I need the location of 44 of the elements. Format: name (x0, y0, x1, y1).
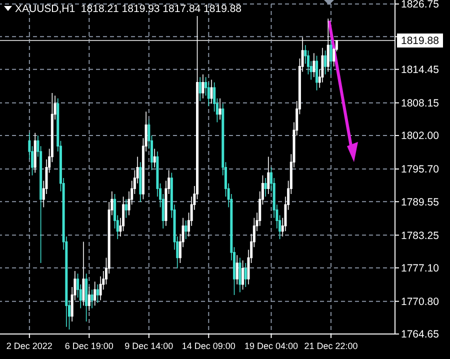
x-tick-label: 21 Dec 22:00 (304, 341, 358, 351)
candlestick (210, 79, 213, 104)
candlestick (139, 162, 142, 202)
candlestick (244, 262, 247, 288)
candlestick (96, 284, 99, 304)
candlestick (264, 178, 267, 198)
candlestick (326, 18, 330, 72)
y-tick-label: 1808.15 (401, 98, 440, 110)
candlestick (82, 241, 85, 306)
candlestick (218, 98, 222, 120)
candlestick (124, 198, 128, 218)
candlestick (330, 39, 332, 75)
y-tick-label: 1789.55 (401, 196, 440, 208)
x-tick-label: 2 Dec 2022 (6, 341, 52, 351)
y-tick-label: 1764.65 (401, 328, 440, 341)
candlestick (85, 273, 88, 322)
y-tick-label: 1777.10 (401, 262, 440, 275)
x-tick-label: 9 Dec 14:00 (124, 341, 174, 351)
candlestick (90, 289, 94, 309)
y-tick-label: 1802.00 (401, 130, 440, 142)
x-tick-label: 19 Dec 04:00 (244, 341, 298, 351)
candlestick (267, 156, 270, 194)
candlestick (312, 52, 316, 78)
candlestick (238, 257, 242, 293)
candlestick (88, 286, 90, 312)
candlestick (242, 260, 244, 290)
candlestick (184, 220, 188, 240)
candlestick (34, 132, 36, 174)
y-tick-label: 1814.45 (401, 64, 440, 76)
x-tick-label: 14 Dec 09:00 (182, 341, 236, 351)
candlestick (316, 55, 318, 91)
candlestick (236, 254, 238, 285)
candlestick (202, 74, 204, 99)
candlestick (153, 148, 156, 168)
y-tick-label: 1770.80 (401, 296, 440, 308)
y-tick-label: 1826.75 (401, 0, 440, 11)
candlestick (198, 76, 202, 102)
candlestick (324, 50, 327, 75)
candlestick (94, 281, 96, 306)
x-tick-label: 6 Dec 19:00 (64, 341, 114, 351)
chart-title: XAUUSD,H1 1818.21 1819.93 1817.84 1819.88 (15, 3, 242, 15)
y-tick-label: 1795.70 (401, 164, 440, 176)
ref-line-label: 1819.88 (401, 35, 440, 48)
y-tick-label: 1783.25 (401, 230, 440, 242)
